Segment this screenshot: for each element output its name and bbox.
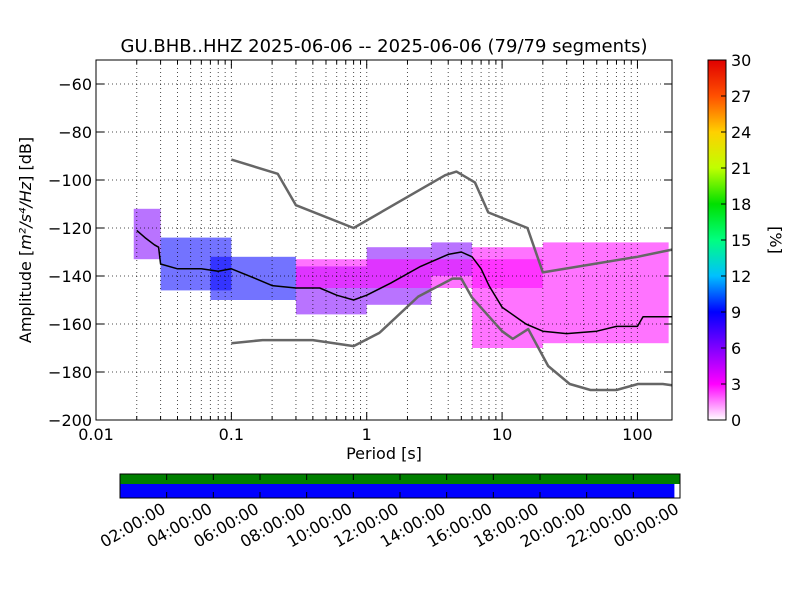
grid: [96, 60, 672, 420]
colorbar-tick-label: 6: [731, 339, 741, 358]
colorbar-tick-label: 3: [731, 375, 741, 394]
x-tick-label: 0.01: [78, 425, 114, 444]
x-axis-label: Period [s]: [346, 444, 422, 463]
colorbar-tick-label: 21: [731, 159, 751, 178]
y-tick-label: −80: [58, 123, 92, 142]
x-tick-label: 100: [622, 425, 653, 444]
plot-area: 0.01 0.1 1 10 100 −200 −180 −160 −140 −120 −100 −8…: [48, 59, 673, 444]
x-axis-ticks: 0.01 0.1 1 10 100: [78, 60, 653, 444]
series-line-noise-model-low: [231, 277, 673, 392]
y-tick-label: −140: [48, 267, 92, 286]
colorbar-tick-label: 24: [731, 123, 751, 142]
y-tick-label: −100: [48, 171, 92, 190]
density-band: [295, 259, 543, 288]
colorbar: 0 3 6 9 12 15 18 21 24 27 30 [%]: [707, 51, 785, 430]
y-tick-label: −120: [48, 219, 92, 238]
y-tick-label: −160: [48, 315, 92, 334]
density-band: [542, 242, 669, 344]
colorbar-tick-label: 30: [731, 51, 751, 70]
timeline-bottom-bar: [120, 484, 675, 498]
probability-density: [133, 208, 669, 348]
x-tick-label: 0.1: [219, 425, 244, 444]
x-tick-label: 10: [492, 425, 512, 444]
chart-title: GU.BHB..HHZ 2025-06-06 -- 2025-06-06 (79…: [121, 36, 648, 57]
y-tick-label: −60: [58, 75, 92, 94]
x-tick-label: 1: [362, 425, 372, 444]
colorbar-tick-label: 18: [731, 195, 751, 214]
timeline-bar: 02:00:0004:00:0006:00:0008:00:0010:00:00…: [97, 473, 682, 551]
series-line-noise-model-high: [230, 158, 673, 274]
y-axis-label-prefix: Amplitude [: [16, 250, 35, 343]
density-band: [210, 256, 296, 300]
colorbar-tick-label: 15: [731, 231, 751, 250]
colorbar-tick-label: 9: [731, 303, 741, 322]
y-tick-label: −180: [48, 363, 92, 382]
y-axis-ticks: −200 −180 −160 −140 −120 −100 −80 −60: [48, 75, 672, 430]
y-axis-label-math: m²/s⁴/Hz: [16, 181, 35, 250]
series-line-mode: [136, 229, 672, 335]
density-band: [133, 208, 161, 260]
colorbar-tick-label: 12: [731, 267, 751, 286]
plot-frame: [95, 59, 673, 421]
y-tick-label: −200: [48, 411, 92, 430]
colorbar-tick-label: 0: [731, 411, 741, 430]
colorbar-label: [%]: [766, 226, 785, 254]
y-axis-label-suffix: ] [dB]: [16, 137, 35, 182]
series-lines: [136, 158, 673, 392]
y-axis-label: Amplitude [m²/s⁴/Hz] [dB]: [16, 137, 35, 343]
colorbar-ticks: 0 3 6 9 12 15 18 21 24 27 30: [721, 51, 751, 430]
colorbar-tick-label: 27: [731, 87, 751, 106]
